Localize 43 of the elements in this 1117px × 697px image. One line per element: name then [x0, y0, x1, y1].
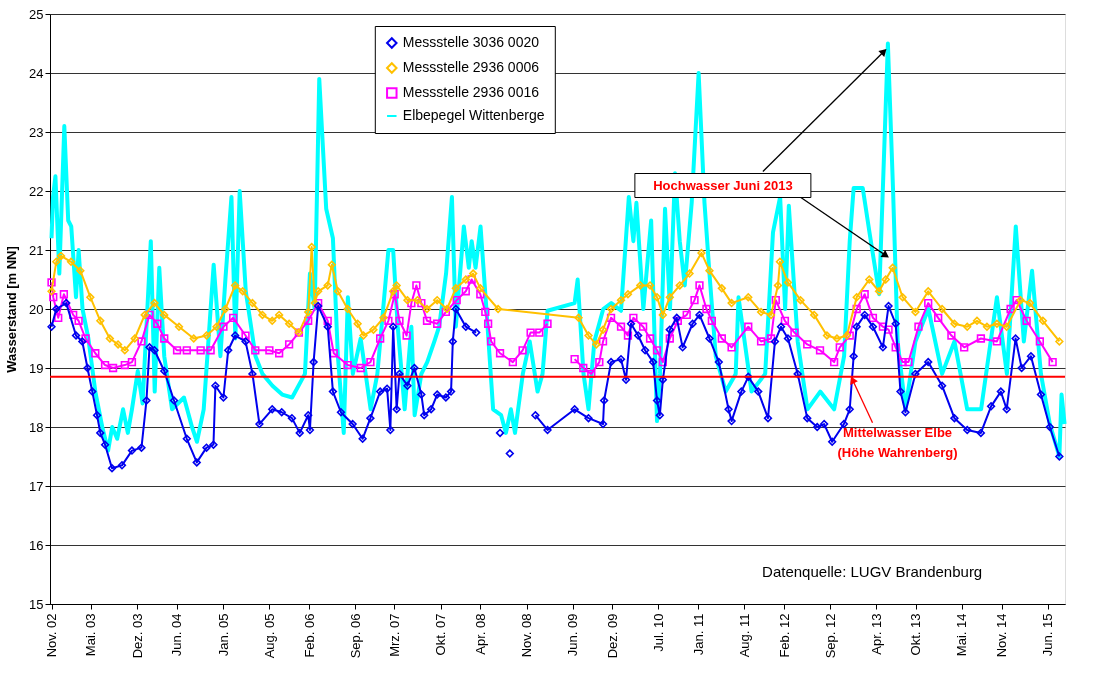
y-tick-label: 15 — [29, 596, 44, 612]
legend-label: Messstelle 3036 0020 — [402, 34, 540, 50]
y-tick-label: 23 — [29, 124, 44, 140]
x-tick-label: Aug. 05 — [261, 613, 277, 659]
x-tick-label: Nov. 14 — [994, 613, 1010, 658]
y-tick-label: 19 — [29, 360, 44, 376]
x-tick-label: Nov. 08 — [519, 613, 535, 658]
y-tick-label: 17 — [29, 478, 44, 494]
x-tick-label: Mai. 03 — [83, 613, 99, 657]
x-tick-label: Mrz. 07 — [386, 613, 402, 657]
x-tick-label: Sep. 12 — [822, 613, 838, 659]
x-tick-label: Aug. 11 — [736, 613, 752, 658]
ref-line-label: Mittelwasser Elbe (Höhe Wahrenberg) — [837, 424, 958, 460]
y-tick-label: 24 — [29, 65, 44, 81]
x-tick-label: Mai. 14 — [954, 613, 970, 657]
x-tick-label: Sep. 06 — [347, 613, 363, 659]
x-tick-label: Jan. 05 — [215, 613, 231, 657]
x-tick-label: Dez. 09 — [604, 613, 620, 659]
annotation: Hochwasser Juni 2013 — [653, 177, 793, 193]
y-tick-label: 22 — [29, 183, 44, 199]
y-tick-label: 16 — [29, 537, 44, 553]
x-tick-label: Feb. 12 — [776, 613, 792, 658]
x-tick-label: Dez. 03 — [129, 613, 145, 659]
y-tick-label: 18 — [29, 419, 44, 435]
x-tick-label: Apr. 13 — [868, 613, 884, 655]
x-tick-label: Okt. 13 — [908, 613, 924, 656]
y-tick-label: 25 — [29, 6, 44, 22]
legend-label: Elbepegel Wittenberge — [402, 107, 545, 123]
y-axis-title: Wasserstand [m NN] — [4, 246, 20, 373]
annotation: Datenquelle: LUGV Brandenburg — [762, 563, 983, 580]
y-tick-label: 21 — [29, 242, 44, 258]
x-tick-label: Feb. 06 — [301, 613, 317, 658]
x-tick-label: Jun. 04 — [169, 613, 185, 657]
x-tick-label: Okt. 07 — [433, 613, 449, 656]
x-tick-label: Apr. 08 — [472, 613, 488, 655]
x-tick-label: Jun. 15 — [1040, 613, 1056, 657]
legend-label: Messstelle 2936 0016 — [402, 84, 540, 100]
y-tick-label: 20 — [29, 301, 44, 317]
x-tick-label: Jan. 11 — [690, 613, 706, 656]
x-tick-label: Jul. 10 — [650, 613, 666, 652]
x-tick-label: Jun. 09 — [565, 613, 581, 657]
legend-label: Messstelle 2936 0006 — [402, 59, 540, 75]
x-tick-label: Nov. 02 — [44, 613, 60, 658]
